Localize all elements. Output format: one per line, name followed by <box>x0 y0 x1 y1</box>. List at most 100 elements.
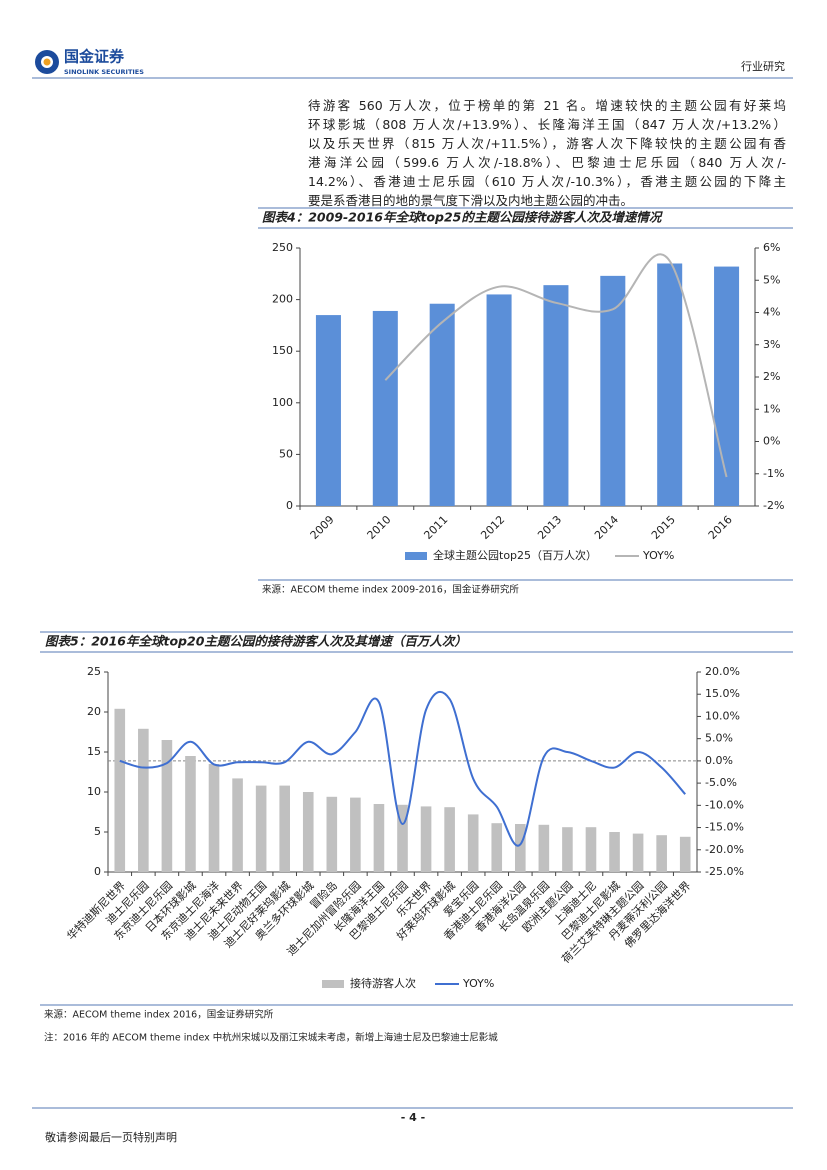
bar <box>609 832 620 872</box>
chart-note: 注：2016 年的 AECOM theme index 中杭州宋城以及丽江宋城未… <box>44 1032 498 1044</box>
y2-tick-label: 1% <box>763 402 780 415</box>
bar <box>138 728 149 872</box>
section-label: 行业研究 <box>741 59 785 73</box>
x-tick-label: 2009 <box>308 513 337 542</box>
y-tick-label: 0 <box>286 499 293 512</box>
bar <box>372 310 398 506</box>
y2-tick-label: -5.0% <box>705 776 737 789</box>
logo-en: SINOLINK SECURITIES <box>64 68 144 76</box>
bar <box>486 294 512 506</box>
bar <box>562 827 573 872</box>
bar <box>632 833 644 872</box>
x-tick-label: 2015 <box>649 513 678 542</box>
bar <box>161 740 173 872</box>
bar <box>208 764 220 872</box>
bar <box>114 708 126 872</box>
paragraph: 待游客 560 万人次，位于榜单的第 21 名。增速较快的主题公园有好莱坞 环球影… <box>308 96 786 210</box>
chart-title: 图表4：2009-2016年全球top25的主题公园接待游客人次及增速情况 <box>262 210 664 225</box>
paragraph-line: 港海洋公园（599.6 万人次/-18.8%）、巴黎迪士尼乐园（840 万人次/… <box>308 155 786 170</box>
bar <box>491 823 503 872</box>
bar <box>679 836 691 872</box>
x-tick-label: 2016 <box>706 513 735 542</box>
bar <box>444 807 455 872</box>
y2-tick-label: -15.0% <box>705 821 744 834</box>
bar <box>326 796 338 872</box>
x-tick-label: 2011 <box>421 513 450 542</box>
legend-label: YOY% <box>642 549 674 562</box>
bar <box>514 824 526 872</box>
x-tick-label: 2014 <box>592 513 621 542</box>
bar <box>255 785 267 872</box>
paragraph-line: 待游客 560 万人次，位于榜单的第 21 名。增速较快的主题公园有好莱坞 <box>308 98 786 113</box>
bar <box>397 804 408 872</box>
bar <box>538 824 550 872</box>
bar <box>373 804 385 872</box>
legend-label: YOY% <box>462 977 494 990</box>
bar <box>350 797 361 872</box>
y2-tick-label: 4% <box>763 306 780 319</box>
y-tick-label: 5 <box>94 825 101 838</box>
y2-tick-label: -10.0% <box>705 798 744 811</box>
y2-tick-label: 2% <box>763 370 780 383</box>
logo-dot <box>43 58 51 66</box>
y2-tick-label: 10.0% <box>705 709 740 722</box>
paragraph-line: 要是系香港目的地的景气度下滑以及内地主题公园的冲击。 <box>308 193 634 208</box>
bar <box>657 263 683 506</box>
x-tick-label: 2013 <box>535 513 564 542</box>
y2-tick-label: 0% <box>763 435 780 448</box>
y2-tick-label: 20.0% <box>705 665 740 678</box>
chart-title: 图表5：2016年全球top20主题公园的接待游客人次及其增速（百万人次） <box>45 634 467 649</box>
paragraph-line: 14.2%）、香港迪士尼乐园（610 万人次/-10.3%），香港主题公园的下降… <box>308 174 786 189</box>
y2-tick-label: 5.0% <box>705 732 733 745</box>
legend-swatch <box>405 552 427 560</box>
bar <box>420 806 432 872</box>
y2-tick-label: 5% <box>763 273 780 286</box>
y2-tick-label: 15.0% <box>705 687 740 700</box>
y-tick-label: 150 <box>272 344 293 357</box>
line <box>119 690 686 847</box>
y-tick-label: 100 <box>272 396 293 409</box>
bar <box>656 835 667 872</box>
bar <box>585 827 597 872</box>
y-tick-label: 20 <box>87 705 101 718</box>
y-tick-label: 25 <box>87 665 101 678</box>
y-tick-label: 15 <box>87 745 101 758</box>
y2-tick-label: -20.0% <box>705 843 744 856</box>
chart-source: 来源：AECOM theme index 2009-2016，国金证券研究所 <box>262 584 519 596</box>
y2-tick-label: 3% <box>763 338 780 351</box>
bar <box>315 315 341 506</box>
paragraph-line: 环球影城（808 万人次/+13.9%）、长隆海洋王国（847 万人次/+13.… <box>308 117 786 132</box>
logo-cn: 国金证券 <box>64 48 125 66</box>
line <box>384 253 728 478</box>
disclaimer: 敬请参阅最后一页特别声明 <box>45 1130 177 1144</box>
y2-tick-label: -2% <box>763 499 784 512</box>
y2-tick-label: -25.0% <box>705 865 744 878</box>
bar <box>600 275 626 506</box>
chart-source: 来源：AECOM theme index 2016，国金证券研究所 <box>44 1009 274 1021</box>
paragraph-line: 以及乐天世界（815 万人次/+11.5%），游客人次下降较快的主题公园有香 <box>308 136 786 151</box>
legend-label: 接待游客人次 <box>350 976 416 990</box>
bar <box>279 785 291 872</box>
x-tick-label: 2012 <box>478 513 507 542</box>
bar <box>232 778 243 872</box>
y-tick-label: 200 <box>272 293 293 306</box>
bar <box>185 756 196 872</box>
page-number: - 4 - <box>401 1111 425 1124</box>
y2-tick-label: 0.0% <box>705 754 733 767</box>
y2-tick-label: 6% <box>763 241 780 254</box>
y-tick-label: 50 <box>279 447 293 460</box>
y-tick-label: 250 <box>272 241 293 254</box>
legend-swatch <box>322 980 344 988</box>
legend-label: 全球主题公园top25（百万人次） <box>433 548 597 562</box>
y-tick-label: 0 <box>94 865 101 878</box>
bar <box>467 814 479 872</box>
bar <box>543 285 569 506</box>
y-tick-label: 10 <box>87 785 101 798</box>
x-tick-label: 2010 <box>365 513 394 542</box>
bar <box>302 792 314 872</box>
bar <box>429 303 455 506</box>
bar <box>714 266 740 506</box>
y2-tick-label: -1% <box>763 467 784 480</box>
